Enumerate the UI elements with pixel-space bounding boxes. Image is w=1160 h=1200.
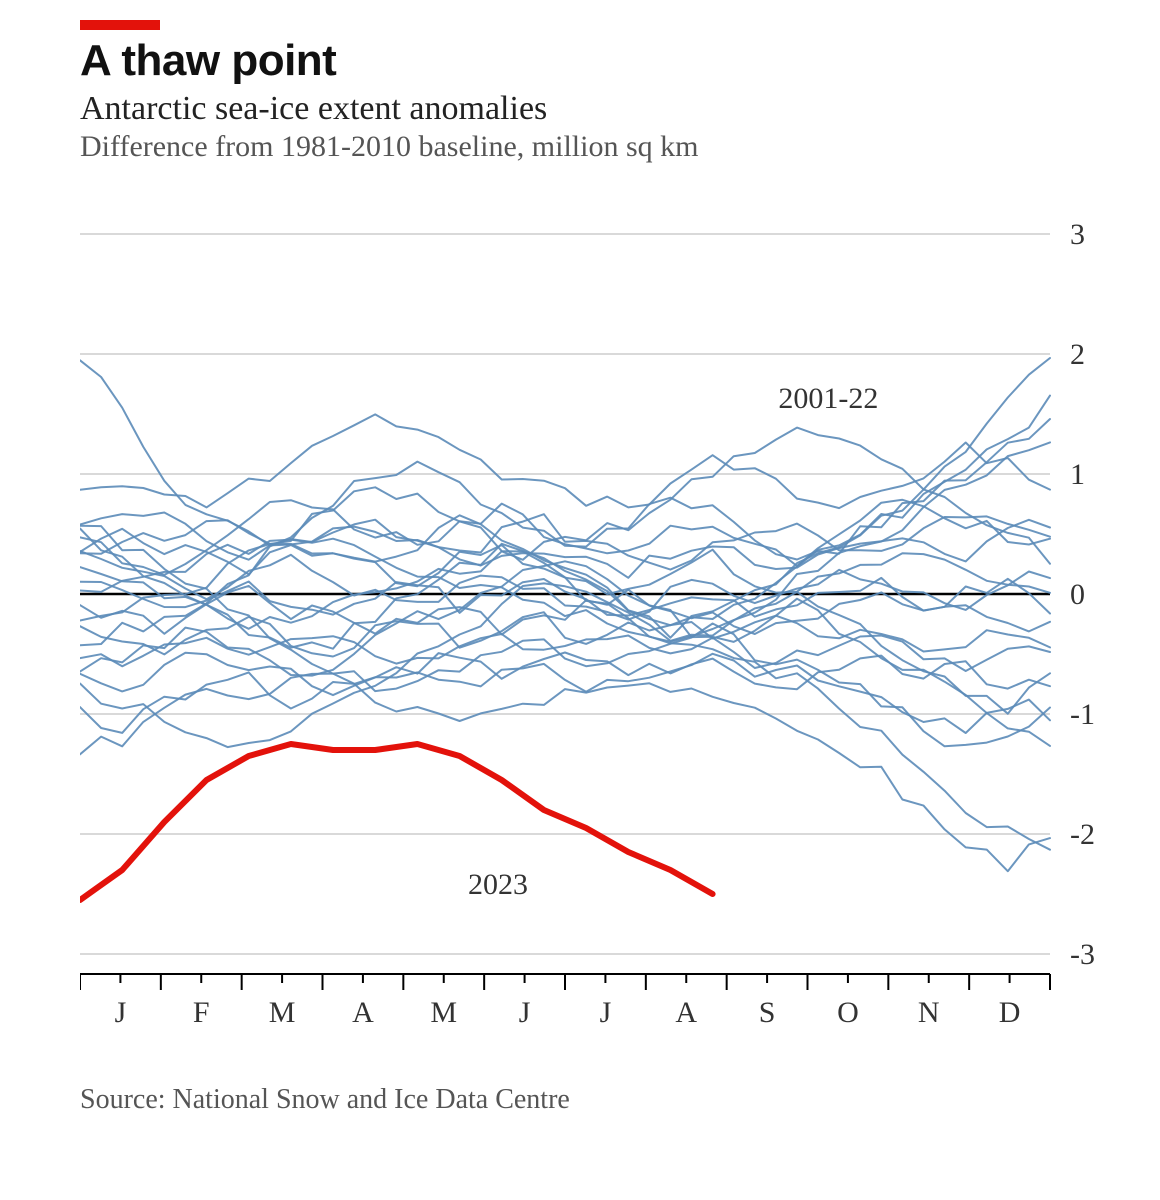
figure-container: A thaw point Antarctic sea-ice extent an… xyxy=(0,0,1160,1200)
historical-line xyxy=(80,414,1050,508)
chart-svg: -3 -2 -1 0 1 2 3 J F M A M J J A S O N D 2001-22 2023 xyxy=(80,194,1120,1054)
historical-line xyxy=(80,358,1050,638)
chart-title: A thaw point xyxy=(80,36,1120,86)
y-tick-label: -1 xyxy=(1070,698,1095,731)
y-tick-label: 2 xyxy=(1070,338,1085,371)
source-text: Source: National Snow and Ice Data Centr… xyxy=(80,1084,1120,1116)
x-tick-label: N xyxy=(918,996,940,1029)
x-tick-label: D xyxy=(999,996,1021,1029)
x-tick-label: A xyxy=(352,996,374,1029)
y-tick-label: -2 xyxy=(1070,818,1095,851)
chart-subtitle: Antarctic sea-ice extent anomalies xyxy=(80,90,1120,128)
x-tick-label: J xyxy=(600,996,612,1029)
x-tick-label: O xyxy=(837,996,859,1029)
x-tick-label: J xyxy=(115,996,127,1029)
y-tick-label: 0 xyxy=(1070,578,1085,611)
historical-line xyxy=(80,654,1050,733)
y-tick-label: 3 xyxy=(1070,218,1085,251)
historical-label: 2001-22 xyxy=(778,382,878,415)
historical-line xyxy=(80,419,1050,645)
chart-description: Difference from 1981-2010 baseline, mill… xyxy=(80,130,1120,164)
x-tick-label: M xyxy=(269,996,296,1029)
x-tick-label: A xyxy=(675,996,697,1029)
x-tick-label: M xyxy=(430,996,457,1029)
x-tick-label: J xyxy=(519,996,531,1029)
y-tick-label: 1 xyxy=(1070,458,1085,491)
accent-bar xyxy=(80,20,160,30)
historical-line xyxy=(80,578,1050,617)
historical-line xyxy=(80,396,1050,649)
highlight-label: 2023 xyxy=(468,868,528,901)
y-tick-label: -3 xyxy=(1070,938,1095,971)
highlight-line-2023 xyxy=(80,744,713,900)
chart-area: -3 -2 -1 0 1 2 3 J F M A M J J A S O N D 2001-22 2023 xyxy=(80,194,1120,1054)
x-tick-label: S xyxy=(759,996,776,1029)
x-tick-label: F xyxy=(193,996,210,1029)
